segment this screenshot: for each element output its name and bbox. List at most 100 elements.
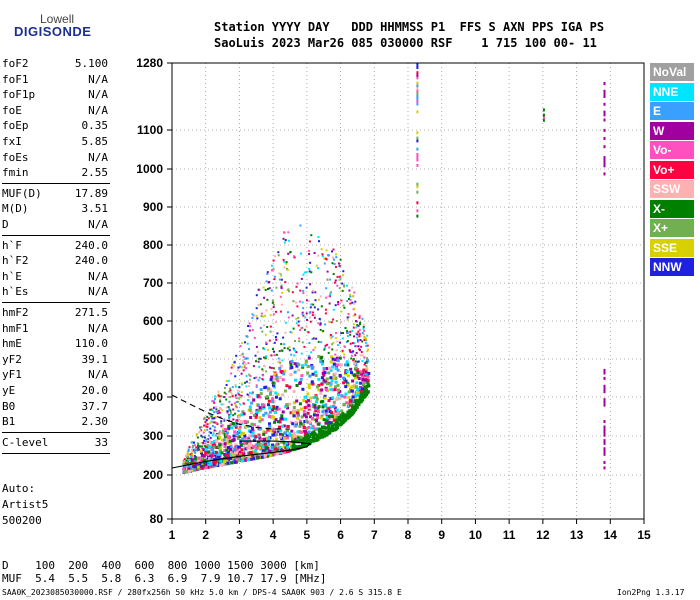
x-tick-label: 2 — [202, 528, 209, 542]
echo-point — [416, 86, 419, 90]
echo-point — [249, 411, 253, 415]
echo-point — [228, 453, 232, 457]
echo-point — [348, 399, 352, 403]
echo-point — [603, 387, 606, 391]
echo-point — [183, 461, 185, 464]
echo-point — [343, 284, 345, 287]
logo-text-lowell: Lowell — [40, 12, 75, 26]
echo-point — [348, 298, 350, 300]
echo-point — [276, 429, 280, 433]
echo-point — [245, 385, 248, 388]
echo-point — [239, 440, 243, 444]
echo-point — [306, 371, 310, 375]
echo-point — [211, 449, 215, 453]
echo-point — [265, 355, 267, 358]
echo-point — [354, 300, 357, 303]
echo-point — [315, 400, 318, 404]
echo-point — [268, 339, 271, 342]
echo-point — [332, 415, 336, 419]
echo-point — [311, 431, 314, 435]
param-name: h`Es — [2, 285, 29, 299]
echo-point — [226, 411, 229, 414]
echo-point — [284, 431, 288, 435]
echo-point — [359, 323, 361, 326]
echo-point — [299, 435, 303, 439]
echo-point — [220, 395, 223, 398]
echo-point — [261, 368, 264, 371]
echo-point — [210, 431, 212, 434]
echo-point — [334, 415, 338, 419]
echo-point — [337, 303, 340, 306]
echo-point — [240, 421, 244, 425]
legend-item-vo-: Vo+ — [650, 160, 694, 179]
echo-point — [366, 350, 369, 353]
echo-point — [329, 278, 332, 281]
echo-point — [282, 372, 286, 376]
echo-point — [308, 342, 311, 344]
echo-point — [200, 466, 204, 470]
echo-point — [350, 412, 354, 416]
echo-point — [315, 427, 319, 431]
echo-point — [322, 330, 325, 332]
echo-point — [288, 345, 291, 348]
echo-point — [275, 442, 279, 446]
echo-point — [325, 419, 329, 423]
echo-point — [327, 431, 331, 435]
echo-point — [231, 422, 235, 425]
param-value: 2.30 — [81, 415, 109, 429]
echo-point — [321, 371, 325, 375]
echo-point — [299, 377, 303, 381]
echo-point — [273, 444, 277, 448]
echo-point — [252, 434, 256, 438]
echo-point — [305, 325, 308, 328]
echo-point — [204, 442, 207, 445]
echo-point — [288, 433, 292, 437]
echo-point — [298, 419, 302, 423]
echo-point — [247, 362, 250, 365]
echo-point — [342, 274, 345, 277]
echo-point — [270, 375, 274, 379]
echo-point — [264, 333, 267, 336]
echo-point — [329, 405, 333, 409]
echo-point — [219, 431, 223, 435]
echo-point — [240, 394, 243, 397]
echo-point — [212, 460, 216, 463]
logo-text-digisonde: DIGISONDE — [14, 24, 92, 39]
echo-point — [342, 403, 346, 407]
echo-point — [320, 305, 323, 308]
echo-point — [271, 431, 275, 435]
echo-point — [306, 435, 310, 439]
echo-point — [416, 155, 419, 159]
echo-point — [341, 282, 344, 285]
echo-point — [416, 99, 419, 103]
echo-point — [235, 394, 237, 397]
echo-point — [324, 347, 326, 349]
echo-point — [283, 437, 287, 441]
echo-point — [269, 390, 272, 394]
echo-point — [289, 373, 293, 377]
echo-point — [256, 351, 259, 354]
echo-point — [273, 431, 277, 434]
echo-point — [268, 366, 271, 369]
echo-point — [315, 435, 319, 439]
echo-point — [256, 317, 259, 320]
echo-point — [331, 262, 334, 265]
dashed-profile-trace — [171, 394, 290, 430]
echo-point — [225, 453, 229, 457]
echo-point — [241, 366, 244, 369]
echo-point — [217, 409, 220, 412]
echo-point — [346, 335, 349, 337]
echo-point — [206, 428, 209, 431]
echo-point — [273, 341, 276, 344]
echo-point — [259, 427, 263, 431]
echo-point — [204, 436, 206, 439]
echo-point — [416, 89, 419, 93]
echo-point — [325, 296, 328, 299]
echo-point — [233, 460, 237, 464]
echo-point — [302, 409, 306, 413]
echo-point — [278, 420, 282, 424]
echo-point — [199, 449, 203, 453]
echo-point — [263, 324, 266, 327]
echo-point — [216, 433, 220, 437]
echo-point — [285, 261, 288, 264]
